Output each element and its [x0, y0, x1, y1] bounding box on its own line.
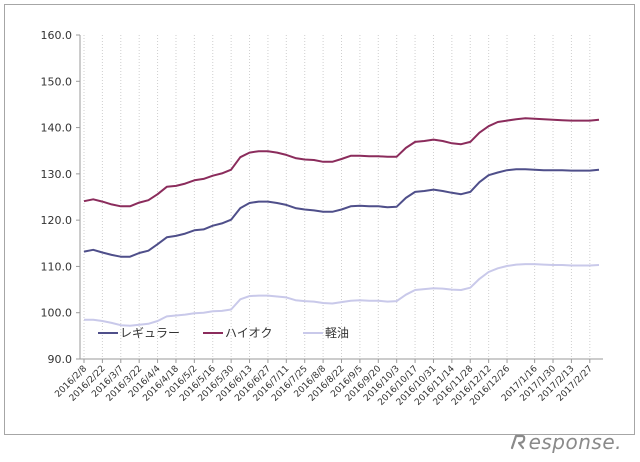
y-tick-label: 130.0	[41, 168, 73, 181]
chart-frame: 90.0 100.0 110.0 120.0 130.0 140.0 150.0 160.0 …	[4, 4, 635, 435]
y-tick-label: 100.0	[41, 307, 73, 320]
y-tick-label: 160.0	[41, 29, 73, 42]
y-tick-label: 150.0	[41, 75, 73, 88]
legend: レギュラー ハイオク 軽油	[98, 326, 349, 340]
series-line-3	[84, 263, 600, 327]
series-lines	[83, 117, 600, 327]
series-line-1	[83, 168, 600, 258]
grid-lines	[83, 35, 591, 359]
series-line-2	[83, 117, 600, 208]
y-axis-ticks: 90.0 100.0 110.0 120.0 130.0 140.0 150.0 160.0	[41, 29, 80, 366]
y-tick-label: 120.0	[41, 214, 73, 227]
legend-label-2: ハイオク	[225, 326, 273, 340]
response-watermark: esponse.	[510, 430, 622, 454]
watermark-text: esponse.	[528, 430, 622, 454]
y-tick-label: 110.0	[41, 260, 73, 273]
legend-label-3: 軽油	[325, 326, 349, 340]
legend-label-1: レギュラー	[120, 326, 180, 340]
y-tick-label: 140.0	[41, 122, 73, 135]
x-axis-ticks: 2016/2/82016/2/222016/3/72016/3/222016/4…	[53, 359, 595, 408]
fuel-price-line-chart: 90.0100.0110.0120.0130.0140.0150.0160.0 …	[41, 29, 603, 408]
y-tick-label: 90.0	[48, 353, 73, 366]
response-logo-mark-icon	[510, 434, 525, 450]
